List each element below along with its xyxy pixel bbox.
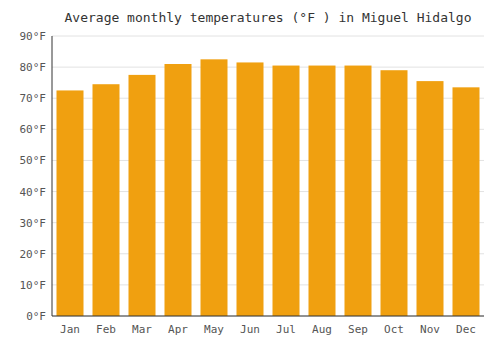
x-tick-label: May	[204, 323, 224, 336]
y-tick-label: 80°F	[20, 61, 47, 74]
page: {"chart_data": {"type": "bar", "title": …	[0, 0, 500, 350]
x-tick-label: Oct	[384, 323, 404, 336]
bar	[273, 66, 300, 316]
x-tick-label: Dec	[456, 323, 476, 336]
bar	[345, 66, 372, 316]
grid-line	[52, 67, 484, 68]
x-tick-label: Aug	[312, 323, 332, 336]
x-tick-label: Nov	[420, 323, 440, 336]
y-axis: 0°F 10°F 20°F 30°F 40°F 50°F 60°F 70°F 80°F 90°F	[20, 30, 47, 323]
y-axis-line	[52, 36, 53, 316]
bar	[93, 84, 120, 316]
bar	[309, 66, 336, 316]
bar	[165, 64, 192, 316]
y-tick-label: 90°F	[20, 30, 47, 43]
x-axis: Jan Feb Mar Apr May Jun Jul Aug Sep Oct Nov Dec	[60, 323, 476, 336]
y-tick-label: 60°F	[20, 123, 47, 136]
chart: 0°F 10°F 20°F 30°F 40°F 50°F 60°F 70°F 80°F 90°F J…	[0, 0, 500, 350]
y-tick-label: 10°F	[20, 279, 47, 292]
y-tick-label: 30°F	[20, 217, 47, 230]
bar	[201, 59, 228, 316]
x-axis-line	[52, 316, 484, 317]
x-tick-label: Jul	[276, 323, 296, 336]
bars	[57, 59, 480, 316]
bar	[453, 87, 480, 316]
x-tick-label: Sep	[348, 323, 368, 336]
y-tick-label: 20°F	[20, 248, 47, 261]
x-tick-label: Jun	[240, 323, 260, 336]
bar	[129, 75, 156, 316]
x-tick-label: Mar	[132, 323, 152, 336]
bar	[417, 81, 444, 316]
bar	[237, 62, 264, 316]
x-tick-label: Jan	[60, 323, 80, 336]
title: Average monthly temperatures (°F ) in Mi…	[65, 10, 472, 25]
y-tick-label: 50°F	[20, 154, 47, 167]
y-tick-label: 70°F	[20, 92, 47, 105]
bar	[381, 70, 408, 316]
grid-line	[52, 36, 484, 37]
x-tick-label: Apr	[168, 323, 188, 336]
grid-line	[52, 316, 484, 317]
x-tick-label: Feb	[96, 323, 116, 336]
y-tick-label: 0°F	[26, 310, 46, 323]
bar	[57, 90, 84, 316]
grid	[52, 36, 484, 316]
y-tick-label: 40°F	[20, 186, 47, 199]
